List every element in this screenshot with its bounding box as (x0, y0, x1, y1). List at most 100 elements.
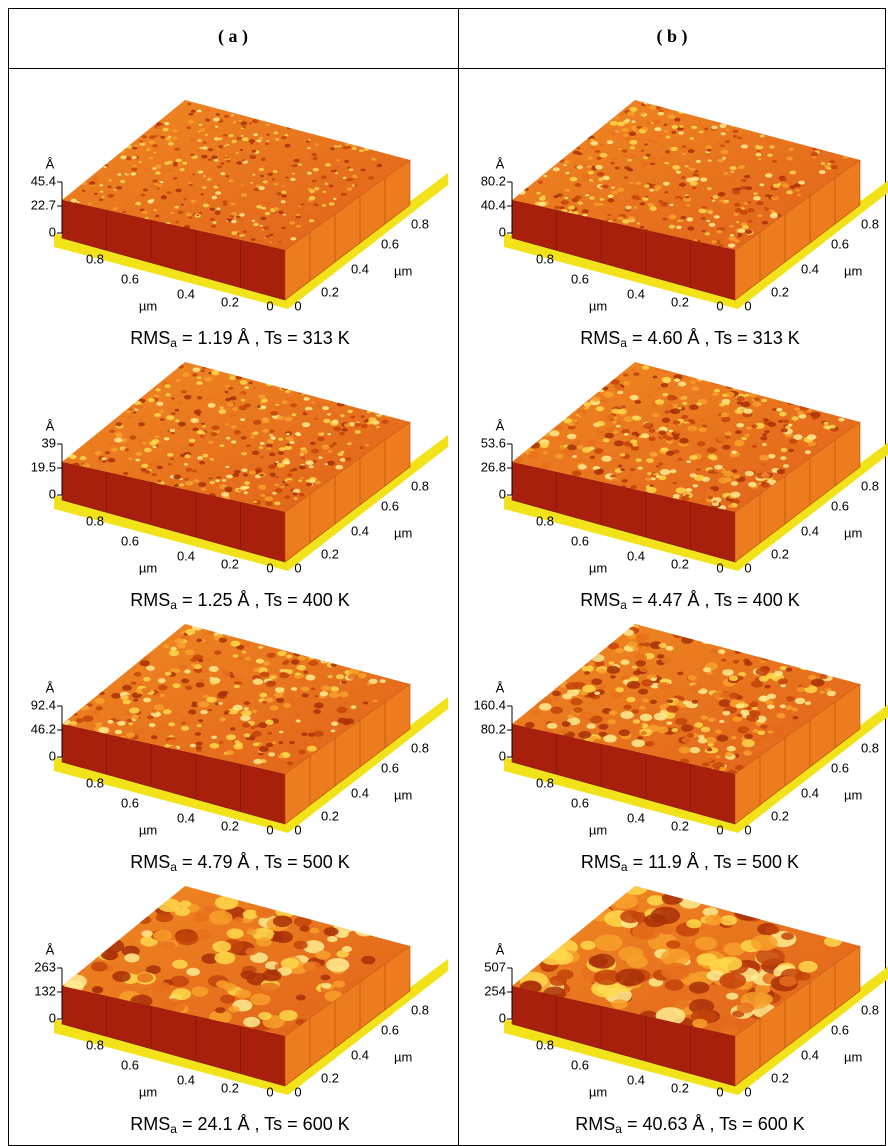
grain (117, 721, 125, 726)
grain (688, 149, 695, 153)
grain (744, 699, 752, 704)
grain (325, 183, 329, 185)
caption-rest: = 4.79 Å , Ts = 500 K (177, 852, 350, 872)
grain (682, 374, 688, 378)
grain (706, 220, 710, 222)
grain (195, 682, 204, 687)
grain (70, 721, 77, 725)
grain (701, 637, 712, 644)
grain (380, 410, 385, 413)
y-tick-label: 0.8 (861, 740, 879, 755)
grain (741, 402, 751, 408)
grain (287, 473, 292, 476)
grain (208, 403, 216, 408)
z-tick-label: 254 (484, 983, 506, 998)
grain (296, 995, 306, 1001)
grain (368, 417, 376, 422)
grain (275, 138, 279, 140)
grain (276, 461, 280, 463)
grain (231, 440, 236, 443)
grain (161, 195, 166, 198)
grain (243, 230, 247, 233)
grain (234, 430, 241, 434)
grain (128, 723, 133, 726)
grain (211, 736, 217, 739)
grain (652, 404, 656, 407)
grain (107, 720, 113, 724)
grain (275, 488, 283, 493)
grain (592, 654, 605, 662)
grain (364, 148, 370, 151)
grain (773, 655, 779, 659)
grain (291, 413, 296, 416)
grain (307, 746, 317, 752)
grain (623, 705, 631, 710)
grain (228, 387, 233, 390)
grain (192, 701, 197, 704)
grain (673, 436, 680, 440)
grain (180, 447, 186, 450)
x-tick-label: 0 (266, 298, 273, 313)
grain (132, 165, 136, 168)
grain (358, 673, 367, 678)
grain (156, 122, 162, 126)
grain (625, 206, 631, 210)
grain (269, 453, 275, 457)
grain (562, 721, 571, 726)
grain (249, 471, 256, 475)
grain (690, 181, 698, 186)
grain (635, 654, 647, 661)
grain (620, 910, 641, 923)
grain (663, 369, 671, 374)
grain (677, 407, 681, 410)
grain (171, 412, 176, 415)
grain (173, 129, 178, 132)
grain (301, 686, 310, 691)
grain (655, 399, 664, 405)
grain (337, 452, 343, 456)
grain (155, 171, 161, 174)
grain (175, 221, 179, 224)
grain (752, 402, 761, 407)
grain (176, 427, 181, 430)
grain (327, 413, 331, 415)
grain (543, 451, 548, 454)
grain (179, 901, 191, 908)
grain (264, 226, 270, 229)
grain (203, 175, 206, 177)
grain (334, 667, 338, 670)
grain (744, 447, 751, 451)
grain (99, 692, 105, 696)
grain (646, 122, 651, 125)
grain (175, 189, 181, 193)
grain (229, 179, 234, 182)
grain (361, 424, 368, 428)
grain (148, 398, 155, 402)
grain (178, 422, 186, 427)
grain (610, 121, 618, 126)
grain (811, 152, 819, 157)
grain (848, 149, 856, 154)
grain (819, 170, 826, 174)
grain (716, 141, 721, 144)
grain (202, 146, 208, 149)
grain (712, 195, 718, 199)
grain (620, 468, 625, 471)
grain (619, 729, 630, 736)
z-tick-label: 80.2 (481, 721, 506, 736)
grain (553, 167, 560, 171)
grain (765, 194, 770, 197)
grain (754, 993, 773, 1005)
grain (725, 140, 730, 143)
grain (152, 144, 157, 147)
grain (830, 668, 840, 674)
grain (224, 719, 233, 725)
grain (210, 218, 215, 221)
grain (242, 153, 246, 155)
grain (179, 483, 184, 486)
grain (762, 433, 767, 436)
grain (760, 436, 767, 440)
grain (208, 709, 212, 712)
grain (359, 149, 364, 152)
grain (689, 982, 709, 994)
